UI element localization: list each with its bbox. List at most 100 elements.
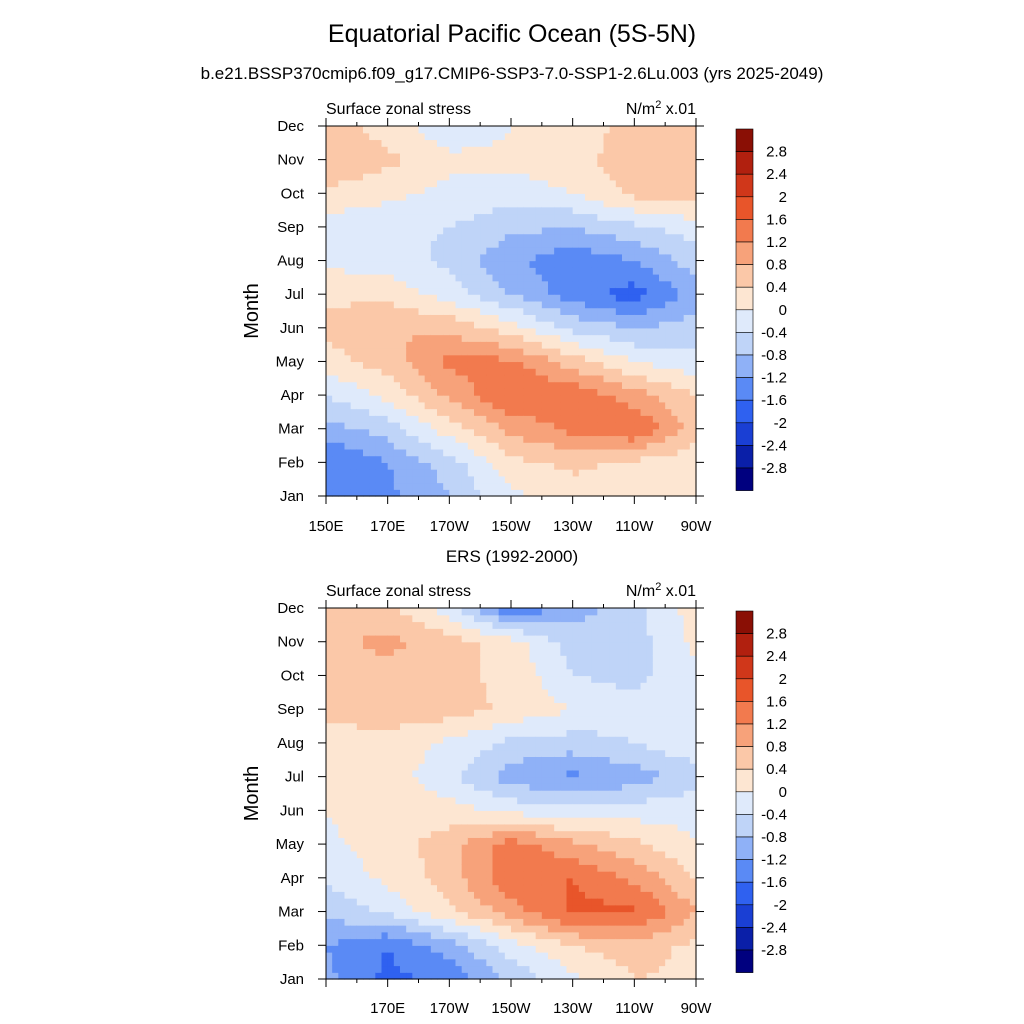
field-cell [467, 958, 475, 967]
field-cell [609, 361, 617, 369]
field-cell [634, 462, 642, 470]
field-cell [609, 152, 617, 161]
field-cell [517, 159, 524, 167]
field-cell [350, 810, 358, 818]
field-cell [381, 668, 389, 677]
field-cell [449, 695, 457, 704]
field-cell [523, 186, 531, 194]
field-cell [535, 469, 543, 477]
field-cell [689, 327, 697, 336]
field-cell [535, 395, 543, 403]
field-cell [467, 837, 475, 845]
field-cell [461, 634, 469, 643]
field-cell [554, 287, 561, 295]
field-cell [418, 938, 426, 946]
field-cell [665, 381, 672, 389]
field-cell [400, 682, 407, 690]
field-cell [566, 126, 574, 134]
field-cell [541, 294, 549, 302]
field-cell [418, 348, 426, 356]
field-cell [393, 742, 401, 751]
field-cell [517, 327, 524, 336]
field-cell [615, 415, 623, 423]
field-cell [480, 857, 487, 865]
field-cell [363, 314, 370, 322]
field-cell [498, 247, 506, 255]
field-cell [665, 321, 672, 329]
field-cell [369, 408, 376, 416]
field-cell [387, 240, 395, 248]
field-cell [640, 274, 648, 282]
field-cell [486, 857, 494, 865]
field-cell [387, 146, 395, 154]
field-cell [671, 267, 679, 275]
field-cell [517, 462, 524, 470]
field-cell [659, 247, 666, 255]
field-cell [437, 608, 444, 616]
field-cell [437, 668, 444, 677]
field-cell [424, 334, 432, 342]
field-cell [523, 341, 531, 349]
field-cell [628, 475, 635, 484]
field-cell [474, 415, 481, 423]
field-cell [689, 354, 697, 363]
field-cell [455, 448, 463, 457]
field-cell [646, 193, 654, 201]
field-cell [640, 179, 648, 188]
field-cell [424, 428, 432, 437]
field-cell [597, 300, 605, 309]
field-cell [640, 139, 648, 147]
field-cell [363, 884, 370, 892]
field-cell [369, 132, 376, 141]
field-cell [430, 173, 438, 181]
field-cell [363, 904, 370, 913]
field-cell [652, 307, 660, 315]
field-cell [572, 267, 580, 275]
field-cell [443, 938, 450, 946]
field-cell [652, 280, 660, 289]
field-cell [492, 850, 500, 859]
field-cell [486, 280, 494, 289]
field-cell [369, 166, 376, 174]
field-cell [437, 823, 444, 832]
field-cell [332, 810, 339, 818]
field-cell [554, 253, 561, 262]
field-cell [418, 280, 426, 289]
x-tick-label: 130W [553, 518, 593, 535]
field-cell [363, 844, 370, 852]
field-cell [689, 428, 697, 437]
field-cell [659, 159, 666, 167]
field-cell [671, 327, 679, 336]
field-cell [634, 314, 642, 322]
field-cell [517, 274, 524, 282]
field-cell [548, 139, 555, 147]
field-cell [498, 152, 506, 161]
field-cell [548, 327, 555, 336]
field-cell [437, 972, 444, 980]
field-cell [437, 695, 444, 704]
field-cell [640, 489, 648, 497]
field-cell [683, 132, 691, 141]
field-cell [486, 972, 494, 980]
field-cell [480, 796, 487, 805]
field-cell [350, 945, 358, 953]
field-cell [326, 695, 333, 704]
field-cell [449, 803, 457, 811]
field-cell [344, 628, 352, 636]
field-cell [572, 334, 580, 342]
field-cell [585, 475, 592, 484]
field-cell [498, 911, 506, 919]
field-cell [671, 220, 679, 228]
field-cell [492, 428, 500, 437]
field-cell [683, 179, 691, 188]
field-cell [387, 830, 395, 838]
field-cell [572, 213, 580, 221]
field-cell [332, 186, 339, 194]
field-cell [511, 334, 518, 342]
field-cell [381, 374, 389, 383]
field-cell [449, 871, 457, 879]
field-cell [437, 715, 444, 724]
field-cell [430, 668, 438, 677]
field-cell [350, 448, 358, 457]
field-cell [363, 287, 370, 295]
